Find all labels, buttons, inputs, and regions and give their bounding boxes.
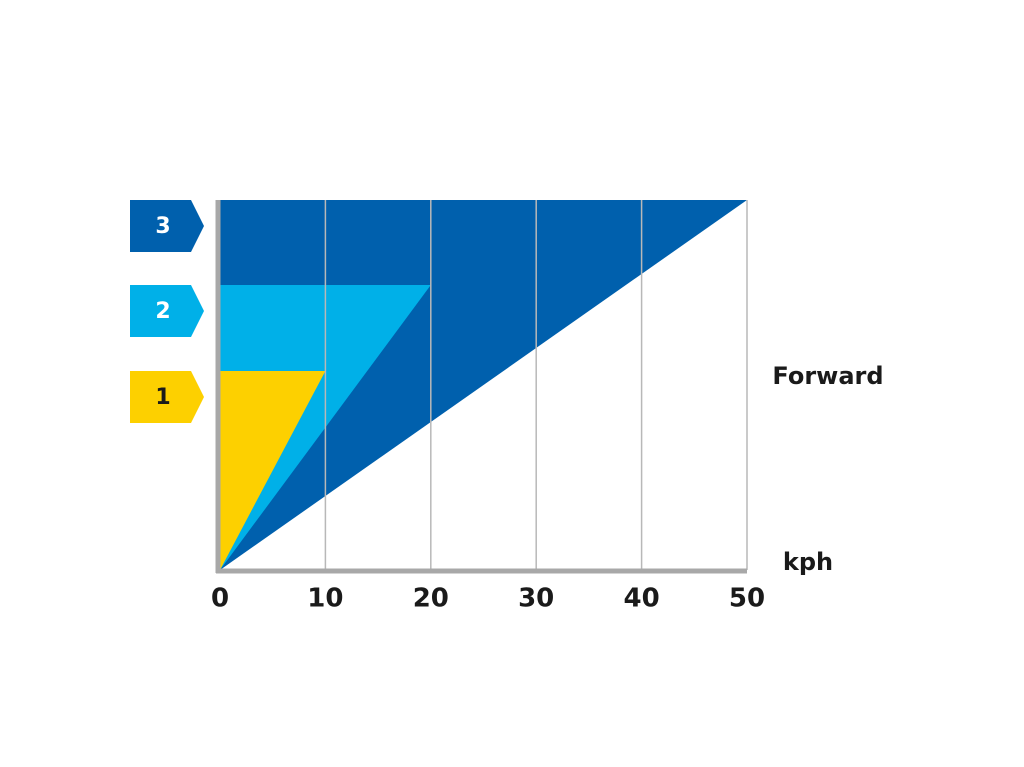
x-axis-label: kph — [783, 548, 833, 576]
gear-flag — [130, 285, 204, 337]
x-tick-label: 30 — [518, 584, 554, 614]
gear-flag — [130, 200, 204, 252]
x-tick-label: 20 — [413, 584, 449, 614]
legend-label: 3 — [155, 214, 170, 239]
gear-flag — [130, 371, 204, 423]
x-tick-label: 10 — [307, 584, 343, 614]
gear-range — [220, 371, 326, 570]
x-tick-label: 40 — [624, 584, 660, 614]
legend-label: 1 — [155, 385, 170, 410]
legend-label: 2 — [155, 299, 170, 324]
annotation: Forward — [772, 362, 883, 390]
x-tick-label: 50 — [729, 584, 765, 614]
x-tick-label: 0 — [211, 584, 229, 614]
